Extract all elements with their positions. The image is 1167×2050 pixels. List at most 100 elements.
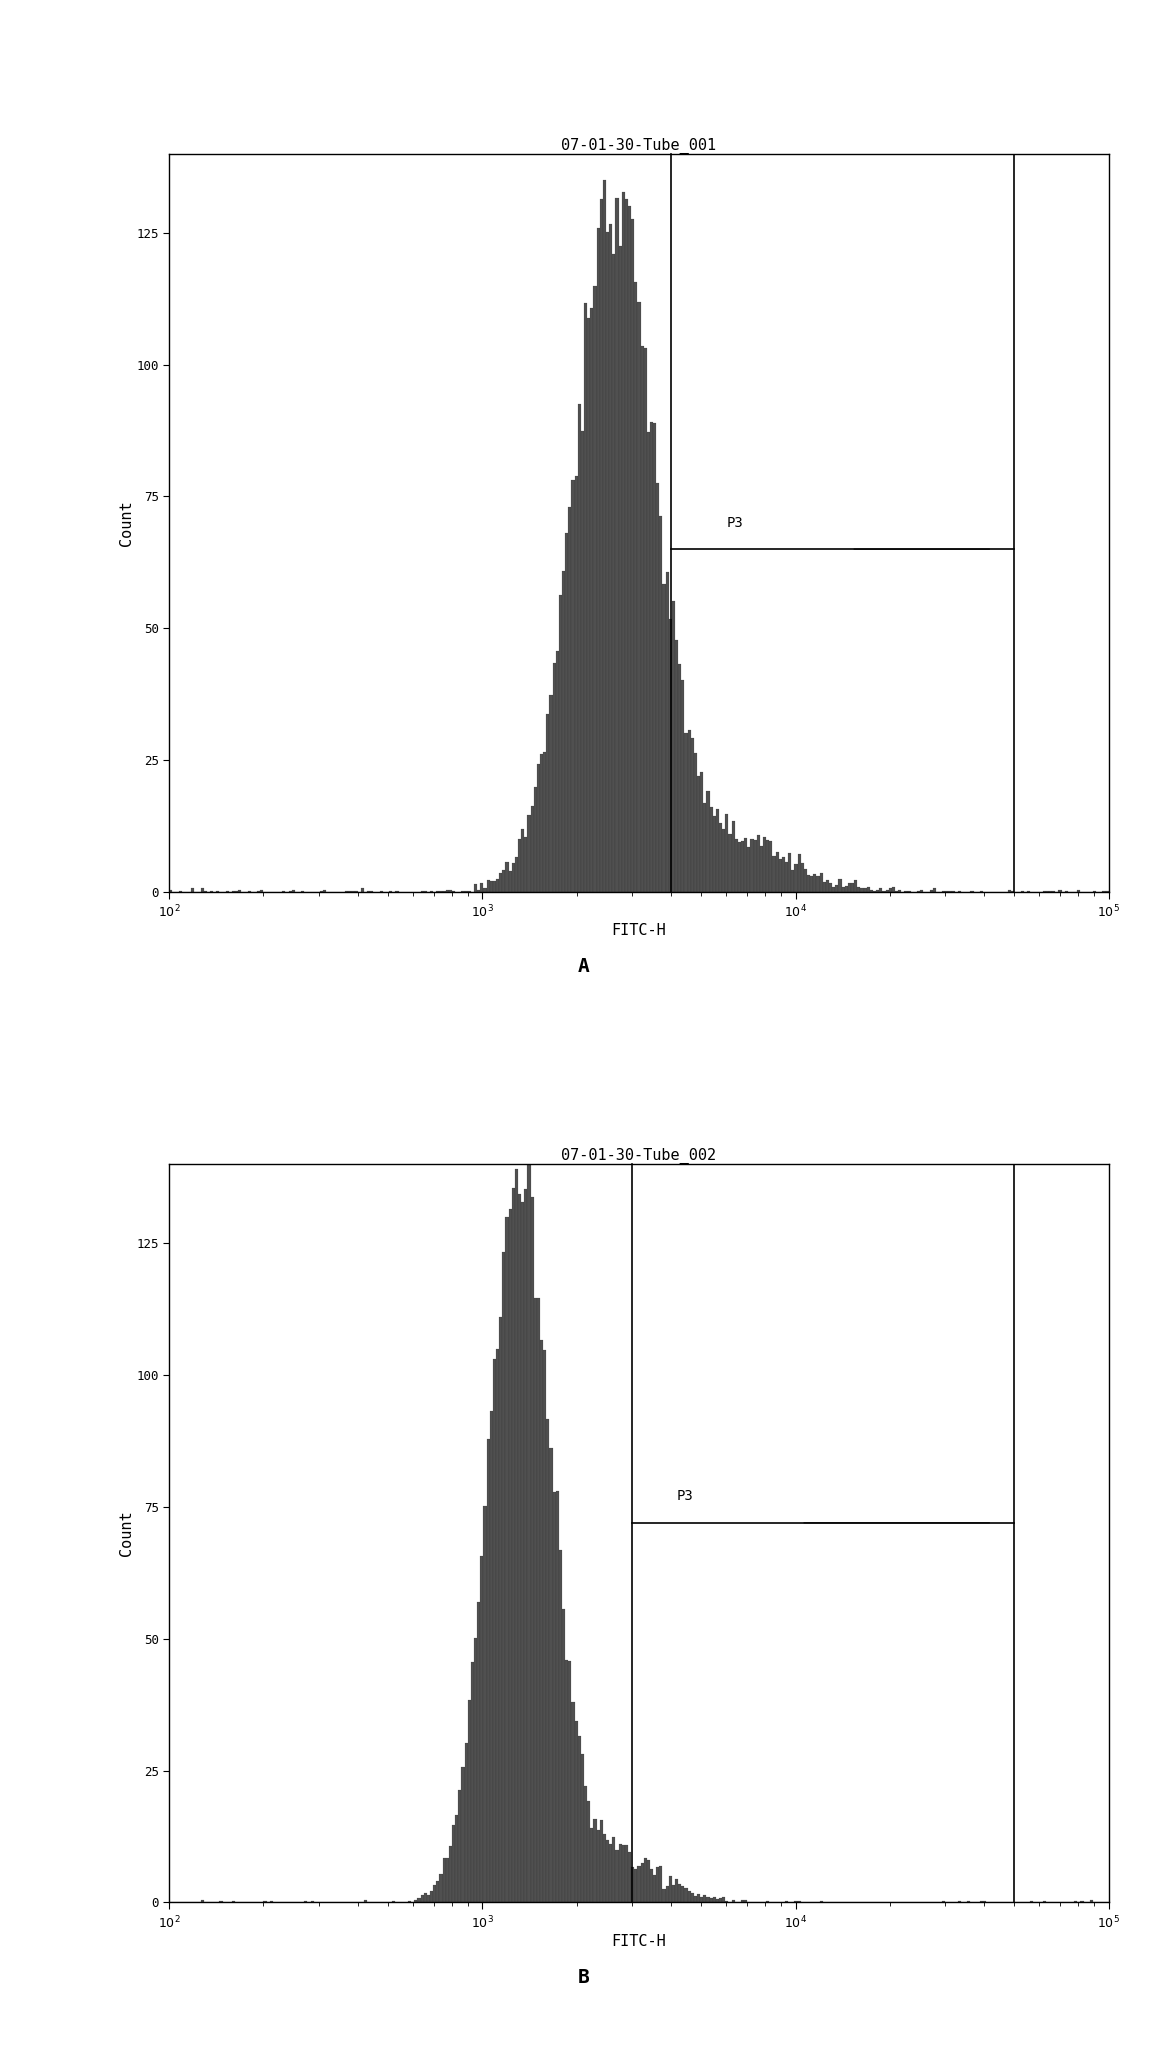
Bar	[446, 890, 449, 892]
Text: P3: P3	[727, 517, 743, 529]
Bar	[685, 1888, 687, 1902]
Bar	[687, 1890, 691, 1902]
Bar	[687, 730, 691, 892]
Bar	[515, 1168, 518, 1902]
Bar	[741, 1900, 745, 1902]
Bar	[470, 1663, 474, 1902]
Bar	[522, 1201, 524, 1902]
Bar	[848, 884, 851, 892]
Bar	[449, 1845, 452, 1902]
Bar	[446, 1859, 449, 1902]
Bar	[613, 1837, 615, 1902]
Bar	[502, 869, 505, 892]
Bar	[584, 1786, 587, 1902]
Bar	[591, 1829, 593, 1902]
Bar	[505, 863, 509, 892]
Bar	[483, 888, 487, 892]
Bar	[791, 869, 795, 892]
Bar	[587, 1800, 591, 1902]
Bar	[797, 855, 801, 892]
Bar	[773, 855, 776, 892]
Bar	[665, 1886, 669, 1902]
Bar	[691, 738, 694, 892]
Bar	[776, 853, 778, 892]
Bar	[568, 1660, 572, 1902]
Bar	[732, 822, 735, 892]
Bar	[678, 664, 682, 892]
Bar	[694, 754, 697, 892]
Bar	[619, 246, 622, 892]
Bar	[429, 1890, 433, 1902]
Bar	[656, 484, 659, 892]
Bar	[584, 303, 587, 892]
Bar	[418, 1898, 420, 1902]
Bar	[615, 197, 619, 892]
Bar	[778, 859, 782, 892]
Bar	[433, 1886, 436, 1902]
Bar	[669, 1876, 672, 1902]
Bar	[361, 888, 364, 892]
Bar	[603, 180, 606, 892]
Bar	[600, 199, 603, 892]
Bar	[518, 1193, 522, 1902]
Bar	[767, 840, 769, 892]
Bar	[769, 840, 773, 892]
Bar	[665, 572, 669, 892]
Bar	[879, 888, 882, 892]
Bar	[747, 847, 750, 892]
Bar	[634, 1870, 637, 1902]
Bar	[464, 1742, 468, 1902]
Bar	[637, 301, 641, 892]
Bar	[726, 814, 728, 892]
Bar	[634, 283, 637, 892]
Bar	[552, 1492, 555, 1902]
Bar	[427, 1894, 429, 1902]
Bar	[527, 1164, 531, 1902]
Bar	[565, 533, 568, 892]
Bar	[550, 695, 552, 892]
Bar	[452, 1824, 455, 1902]
Bar	[596, 228, 600, 892]
Bar	[540, 754, 543, 892]
Bar	[552, 664, 555, 892]
Bar	[543, 1349, 546, 1902]
Bar	[808, 875, 810, 892]
Bar	[675, 640, 678, 892]
Bar	[524, 836, 527, 892]
Bar	[728, 834, 732, 892]
Bar	[562, 572, 565, 892]
Bar	[641, 1863, 644, 1902]
Bar	[606, 232, 609, 892]
Bar	[436, 1880, 440, 1902]
Text: B: B	[578, 1968, 589, 1986]
Bar	[461, 1767, 464, 1902]
Bar	[754, 840, 756, 892]
Bar	[505, 1216, 509, 1902]
Bar	[697, 777, 700, 892]
Bar	[1077, 890, 1081, 892]
Bar	[750, 838, 754, 892]
Bar	[899, 890, 901, 892]
Bar	[659, 1866, 663, 1902]
Bar	[201, 1900, 204, 1902]
Bar	[838, 879, 841, 892]
Bar	[537, 1298, 540, 1902]
X-axis label: FITC-H: FITC-H	[612, 1933, 666, 1950]
Bar	[1090, 1900, 1093, 1902]
Title: 07-01-30-Tube_002: 07-01-30-Tube_002	[561, 1148, 717, 1164]
Bar	[490, 1410, 492, 1902]
Bar	[715, 810, 719, 892]
Bar	[559, 594, 562, 892]
Bar	[481, 884, 483, 892]
Bar	[492, 882, 496, 892]
Bar	[704, 804, 706, 892]
Bar	[499, 1318, 502, 1902]
Bar	[1058, 890, 1062, 892]
Bar	[624, 199, 628, 892]
Bar	[663, 1888, 665, 1902]
Bar	[606, 1841, 609, 1902]
Bar	[481, 1556, 483, 1902]
Bar	[682, 681, 685, 892]
Bar	[710, 1898, 713, 1902]
Bar	[600, 1820, 603, 1902]
